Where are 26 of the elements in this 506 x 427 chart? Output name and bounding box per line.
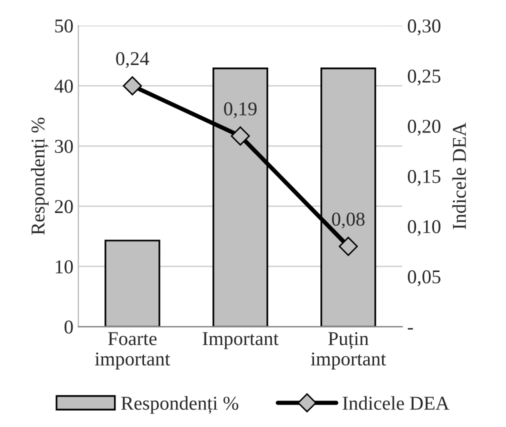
legend-label: Respondenți % bbox=[121, 396, 238, 414]
y-tick-label: 10 bbox=[56, 260, 73, 274]
y-tick-label: 30 bbox=[55, 140, 73, 153]
y2-tick-label: 0,30 bbox=[408, 19, 440, 36]
data-label: 0,24 bbox=[116, 52, 150, 68]
point bbox=[338, 236, 358, 256]
x-tick-label: Puțin important bbox=[310, 332, 386, 370]
y2-tick-label: - bbox=[408, 328, 413, 330]
y-tick-label: 20 bbox=[54, 200, 73, 214]
y-tick-label: 40 bbox=[54, 80, 73, 93]
y2-tick-label: 0,15 bbox=[408, 170, 440, 186]
y2-tick-label: 0,20 bbox=[408, 120, 440, 136]
y-axis-title: Respondenți % bbox=[30, 118, 49, 235]
legend-label: Indicele DEA bbox=[342, 396, 450, 410]
y2-axis-title: Indicele DEA bbox=[452, 122, 466, 230]
y-tick-label: 50 bbox=[55, 19, 73, 33]
x-tick-label: Important bbox=[202, 332, 279, 350]
y-tick-label: 0 bbox=[64, 320, 73, 334]
y2-tick-label: 0,05 bbox=[408, 270, 440, 286]
point bbox=[230, 126, 250, 146]
point bbox=[122, 76, 142, 96]
data-label: 0,19 bbox=[224, 102, 257, 118]
data-label: 0,08 bbox=[332, 212, 365, 229]
x-tick-label: Foarte important bbox=[95, 332, 170, 370]
y2-tick-label: 0,25 bbox=[408, 70, 440, 86]
y2-tick-label: 0,10 bbox=[408, 220, 440, 236]
